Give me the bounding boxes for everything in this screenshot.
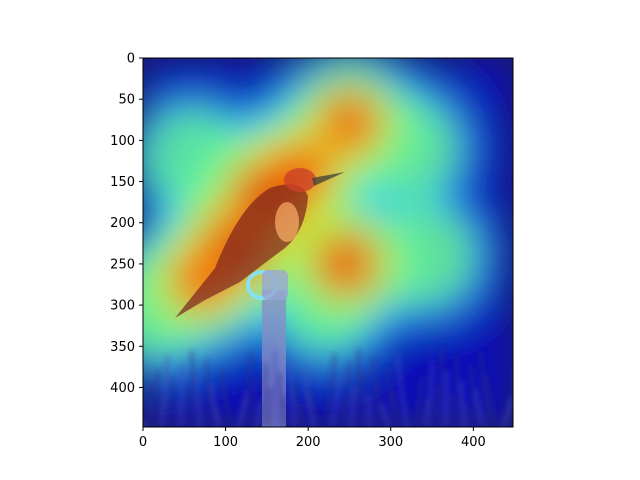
grass-blade <box>205 359 214 427</box>
y-tick-label: 0 <box>127 52 135 67</box>
y-tick-label: 100 <box>110 134 135 149</box>
grass-blade <box>179 364 184 427</box>
heatmap-hotspot <box>329 104 370 144</box>
grass-blade <box>455 356 459 427</box>
grass-blade <box>148 369 160 427</box>
grass-blade <box>438 347 444 427</box>
grass-blade <box>279 372 283 427</box>
grass-blade <box>349 385 355 427</box>
grass-blade <box>474 388 485 427</box>
grass-blade <box>484 374 497 427</box>
x-tick-label: 0 <box>139 435 147 450</box>
grass-blade <box>391 389 403 427</box>
grass-blade <box>214 405 226 427</box>
grass-blade <box>376 380 384 427</box>
grass-blade <box>337 399 346 427</box>
grass-blade <box>154 392 165 427</box>
grass-blade <box>236 391 248 427</box>
grass-blade <box>249 377 258 427</box>
grass-blade <box>356 348 360 427</box>
x-axis: 0 100 200 300 400 <box>139 427 486 450</box>
grass-blade <box>255 400 262 427</box>
grass-blade <box>261 363 267 427</box>
grass-blade <box>479 351 491 427</box>
grass <box>143 347 513 427</box>
grass-blade <box>173 401 179 427</box>
grass-blade <box>242 354 253 427</box>
heatmap-hotspot <box>325 243 366 285</box>
x-tick-label: 100 <box>213 435 238 450</box>
y-tick-label: 150 <box>110 175 135 190</box>
grass-blade <box>386 366 396 427</box>
grass-blade <box>444 370 448 427</box>
y-tick-label: 250 <box>110 257 135 272</box>
x-tick-label: 400 <box>461 435 486 450</box>
x-tick-label: 200 <box>296 435 321 450</box>
heatmap-overlay <box>143 58 513 427</box>
grass-blade <box>307 390 321 427</box>
photo-content <box>143 168 513 427</box>
bird-head <box>284 168 316 192</box>
grass-blade <box>425 361 434 427</box>
grass-blade <box>372 357 378 427</box>
plot-area <box>143 58 513 427</box>
grass-blade <box>331 376 341 427</box>
grass-blade <box>298 404 308 427</box>
post <box>262 290 286 427</box>
grass-blade <box>288 358 296 427</box>
y-tick-label: 400 <box>110 381 135 396</box>
grass-blade <box>469 365 478 427</box>
grass-blade <box>396 352 409 427</box>
grass-blade <box>195 373 201 427</box>
y-tick-label: 50 <box>118 93 135 108</box>
grass-blade <box>381 403 390 427</box>
grass-blade <box>303 367 315 427</box>
grass-blade <box>465 402 472 427</box>
grass-blade <box>167 378 174 427</box>
bird-body <box>175 184 308 318</box>
grass-blade <box>460 379 466 427</box>
bird-chest <box>275 202 299 242</box>
grass-blade <box>143 383 152 427</box>
grass-blade <box>431 384 439 427</box>
plot-frame <box>142 57 514 428</box>
grass-blade <box>200 396 207 427</box>
grass-blade <box>143 425 144 427</box>
grass-blade <box>367 394 371 427</box>
grass-blade <box>293 381 302 427</box>
grass-blade <box>412 375 424 427</box>
y-tick-label: 300 <box>110 299 135 314</box>
y-tick-label: 350 <box>110 340 135 355</box>
bird-beak <box>312 172 345 186</box>
grass-blade <box>210 382 220 427</box>
grass-blade <box>190 350 195 427</box>
heatmap-hotspot <box>143 106 243 207</box>
heatmap-hotspot <box>372 204 476 308</box>
grass-blade <box>501 397 513 427</box>
grass-blade <box>219 368 233 427</box>
y-axis: 0 50 100 150 200 250 300 350 400 <box>110 52 143 396</box>
grass-blade <box>324 353 336 427</box>
grass-blade <box>268 386 272 427</box>
grass-blade <box>343 362 351 427</box>
grass-blade <box>419 398 429 427</box>
grass-blade <box>283 395 289 427</box>
grass-blade <box>160 355 169 427</box>
post-cap <box>262 270 288 300</box>
y-tick-label: 200 <box>110 216 135 231</box>
x-tick-label: 300 <box>378 435 403 450</box>
